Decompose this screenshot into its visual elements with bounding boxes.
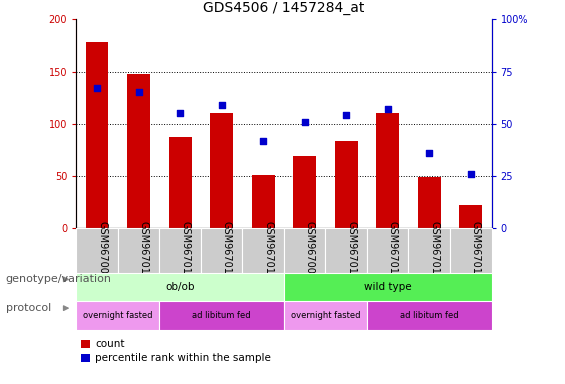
Bar — [76, 301, 159, 330]
Bar — [284, 228, 325, 273]
Text: wild type: wild type — [364, 282, 411, 292]
Point — [93, 85, 102, 91]
Bar — [418, 177, 441, 228]
Text: GSM967013: GSM967013 — [429, 221, 439, 280]
Bar — [367, 301, 492, 330]
Bar — [242, 228, 284, 273]
Bar — [459, 205, 482, 228]
Point — [383, 106, 392, 112]
Title: GDS4506 / 1457284_at: GDS4506 / 1457284_at — [203, 2, 364, 15]
Text: ad libitum fed: ad libitum fed — [192, 311, 251, 320]
Legend: count, percentile rank within the sample: count, percentile rank within the sample — [81, 339, 271, 363]
Text: genotype/variation: genotype/variation — [6, 274, 112, 285]
Point — [342, 113, 351, 119]
Bar — [376, 113, 399, 228]
Bar — [169, 137, 192, 228]
Bar — [408, 228, 450, 273]
Bar — [284, 273, 492, 301]
Bar — [293, 156, 316, 228]
Bar — [76, 228, 118, 273]
Point — [176, 110, 185, 116]
Text: overnight fasted: overnight fasted — [290, 311, 360, 320]
Point — [425, 150, 434, 156]
Text: GSM967009: GSM967009 — [305, 221, 315, 280]
Bar — [450, 228, 492, 273]
Point — [300, 119, 309, 125]
Text: protocol: protocol — [6, 303, 51, 313]
Bar — [335, 141, 358, 228]
Text: GSM967012: GSM967012 — [221, 221, 232, 280]
Text: GSM967008: GSM967008 — [97, 221, 107, 280]
Bar — [201, 228, 242, 273]
Point — [466, 171, 475, 177]
Text: overnight fasted: overnight fasted — [83, 311, 153, 320]
Bar — [159, 228, 201, 273]
Text: GSM967015: GSM967015 — [471, 221, 481, 280]
Point — [134, 89, 143, 96]
Text: ob/ob: ob/ob — [166, 282, 195, 292]
Point — [259, 137, 268, 144]
Text: GSM967016: GSM967016 — [138, 221, 149, 280]
Bar — [76, 273, 284, 301]
Bar — [252, 175, 275, 228]
Text: ad libitum fed: ad libitum fed — [400, 311, 459, 320]
Text: GSM967010: GSM967010 — [180, 221, 190, 280]
Text: GSM967011: GSM967011 — [388, 221, 398, 280]
Bar — [159, 301, 284, 330]
Bar — [210, 113, 233, 228]
Bar — [325, 228, 367, 273]
Bar — [284, 301, 367, 330]
Text: GSM967017: GSM967017 — [346, 221, 356, 280]
Bar — [86, 42, 108, 228]
Bar — [127, 74, 150, 228]
Bar — [367, 228, 408, 273]
Text: GSM967014: GSM967014 — [263, 221, 273, 280]
Point — [217, 102, 226, 108]
Bar — [118, 228, 159, 273]
